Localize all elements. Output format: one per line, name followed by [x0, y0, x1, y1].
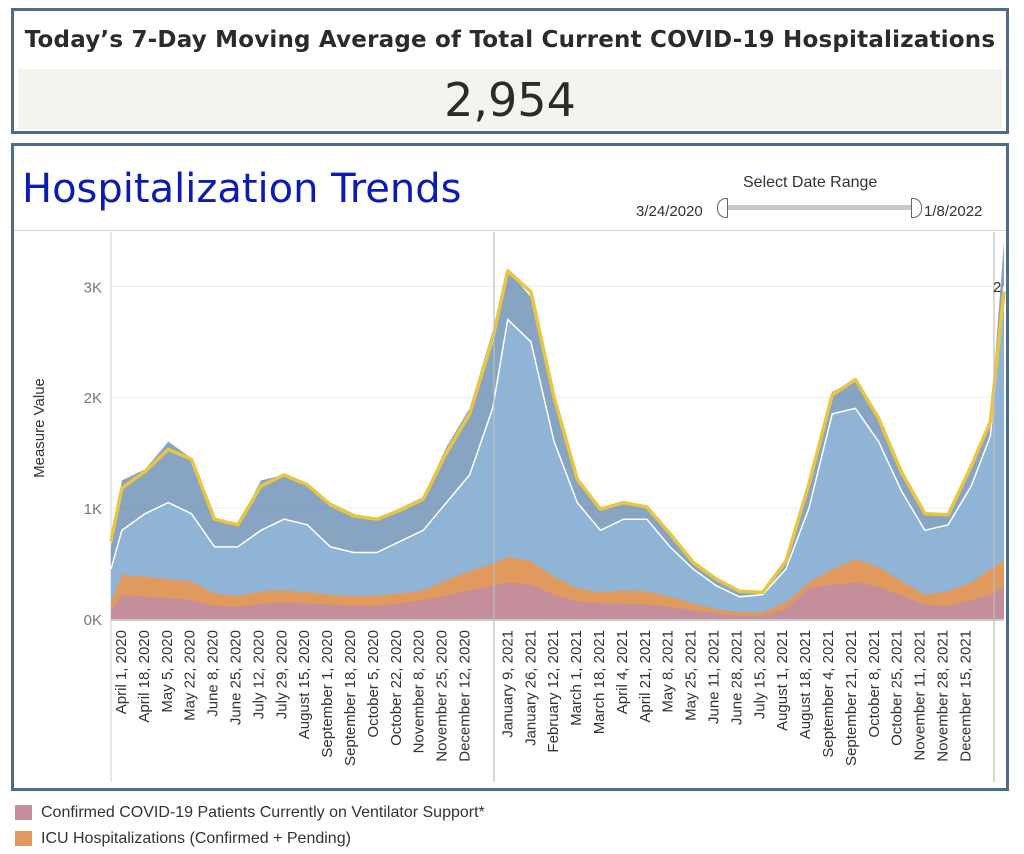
x-tick-label: September 4, 2021: [820, 630, 837, 758]
last-value-label: 2: [993, 279, 1001, 296]
x-tick-label: November 8, 2020: [411, 630, 428, 753]
x-tick-label: January 26, 2021: [522, 630, 539, 746]
x-tick-label: December 12, 2020: [457, 630, 474, 762]
legend-label-icu: ICU Hospitalizations (Confirmed + Pendin…: [41, 830, 351, 847]
x-tick-label: August 18, 2021: [797, 630, 814, 739]
x-tick-label: March 1, 2021: [568, 630, 585, 726]
x-tick-label: October 5, 2020: [365, 630, 382, 738]
y-tick-label: 1K: [84, 501, 102, 518]
x-tick-label: July 15, 2021: [751, 630, 768, 719]
x-tick-label: September 21, 2021: [843, 630, 860, 766]
x-tick-label: May 22, 2020: [182, 630, 199, 721]
x-tick-label: May 8, 2021: [660, 630, 677, 713]
x-tick-label: March 18, 2021: [591, 630, 608, 734]
line-lower-hospitalizations: [110, 286, 1005, 598]
x-tick-label: July 12, 2020: [250, 630, 267, 719]
x-tick-label: May 5, 2020: [159, 630, 176, 713]
x-tick-label: October 25, 2021: [889, 630, 906, 746]
kpi-panel: Today’s 7-Day Moving Average of Total Cu…: [11, 8, 1009, 134]
date-range-label: Select Date Range: [743, 174, 878, 191]
x-tick-label: October 22, 2020: [388, 630, 405, 746]
area-ventilator-support: [111, 582, 1004, 619]
y-tick-label: 0K: [84, 612, 102, 629]
trend-panel: Hospitalization Trends Select Date Range…: [11, 143, 1009, 791]
x-tick-label: April 4, 2021: [614, 630, 631, 714]
date-range-start-handle[interactable]: [717, 198, 728, 218]
y-tick-label: 3K: [84, 279, 102, 296]
x-tick-label: October 8, 2021: [866, 630, 883, 738]
y-axis-label: Measure Value: [31, 378, 48, 478]
date-range-start: 3/24/2020: [636, 203, 703, 220]
trend-title: Hospitalization Trends: [22, 166, 462, 212]
x-tick-label: September 18, 2020: [342, 630, 359, 766]
line-7-day-moving-average: [109, 269, 1006, 595]
y-tick-label: 2K: [84, 390, 102, 407]
x-tick-label: November 28, 2021: [935, 630, 952, 762]
x-tick-label: August 15, 2020: [296, 630, 313, 739]
kpi-band: 2,954: [18, 69, 1002, 129]
legend-label-ventilator: Confirmed COVID-19 Patients Currently on…: [41, 804, 485, 821]
date-range-slider-track[interactable]: [722, 205, 918, 210]
x-tick-label: February 12, 2021: [545, 630, 562, 753]
date-range-end: 1/8/2022: [924, 203, 983, 220]
x-tick-label: January 9, 2021: [499, 630, 516, 738]
hospitalization-chart: 0K 1K 2K 3K Measure Value 2 April 1, 2020 April…: [31, 232, 1006, 782]
x-tick-label: September 1, 2020: [319, 630, 336, 758]
x-tick-label: June 8, 2020: [205, 630, 222, 717]
x-tick-label: April 21, 2021: [637, 630, 654, 723]
x-tick-label: April 1, 2020: [113, 630, 130, 714]
x-tick-label: June 28, 2021: [728, 630, 745, 725]
chart-top-border: [14, 230, 1006, 231]
x-tick-label: November 25, 2020: [434, 630, 451, 762]
x-tick-label: April 18, 2020: [136, 630, 153, 723]
area-icu-hospitalizations: [111, 556, 1004, 619]
x-tick-label: June 25, 2020: [228, 630, 245, 725]
x-tick-label: June 11, 2021: [706, 630, 723, 724]
area-total-hospitalizations: [111, 242, 1004, 619]
kpi-value: 2,954: [444, 73, 576, 127]
legend-swatch-ventilator: [15, 805, 32, 820]
area-lower-hospitalizations: [111, 286, 1004, 619]
x-tick-label: November 11, 2021: [912, 630, 929, 761]
x-tick-label: December 15, 2021: [957, 630, 974, 762]
legend-swatch-icu: [15, 831, 32, 846]
kpi-title: Today’s 7-Day Moving Average of Total Cu…: [24, 27, 996, 53]
x-tick-label: July 29, 2020: [273, 630, 290, 719]
x-tick-label: August 1, 2021: [774, 630, 791, 731]
x-tick-label: May 25, 2021: [683, 630, 700, 721]
